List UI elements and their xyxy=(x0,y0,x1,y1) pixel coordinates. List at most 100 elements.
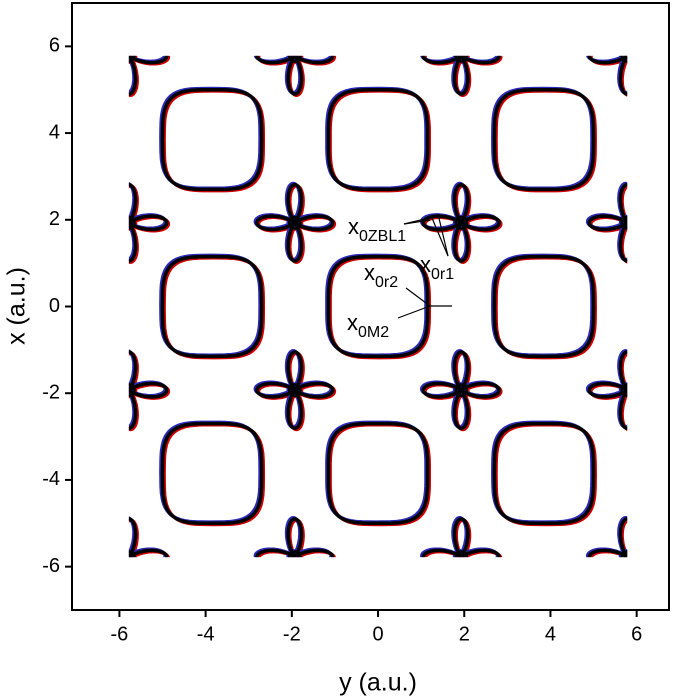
annotation: x0M2 xyxy=(347,310,389,341)
clover-contour xyxy=(587,517,628,558)
clover-core xyxy=(287,55,302,63)
annotation-text: x xyxy=(364,260,375,285)
clover-contour xyxy=(128,182,169,263)
clover-contour xyxy=(128,55,169,96)
square-contour xyxy=(326,254,430,359)
square-contour xyxy=(325,86,428,190)
clover-core xyxy=(620,383,628,398)
annotation-subscript: 0r1 xyxy=(431,266,454,283)
square-contour xyxy=(160,421,264,526)
square-contour xyxy=(160,254,264,359)
clover-contour xyxy=(256,518,336,558)
clover-core xyxy=(128,383,136,398)
clover-core xyxy=(287,215,302,230)
clover-contour xyxy=(589,184,628,264)
clover-core xyxy=(128,550,136,558)
clover-contour xyxy=(255,517,335,558)
leader-line xyxy=(405,287,431,307)
clover-core xyxy=(128,215,136,230)
square-contour xyxy=(162,89,266,193)
x-tick-label: 6 xyxy=(631,623,642,645)
annotation-subscript: 0ZBL1 xyxy=(359,228,406,245)
clover-contour xyxy=(128,349,167,429)
square-contour xyxy=(326,421,430,526)
annotation: x0r2 xyxy=(364,260,398,291)
square-contour xyxy=(159,420,262,524)
y-tick-label: 0 xyxy=(49,295,60,317)
annotation: x0r1 xyxy=(420,252,454,283)
square-contour xyxy=(491,253,594,357)
y-tick-label: -6 xyxy=(42,555,60,577)
x-tick-label: 0 xyxy=(372,623,383,645)
annotation-subscript: 0r2 xyxy=(375,274,398,291)
square-contour xyxy=(162,423,266,527)
square-contour xyxy=(160,87,264,192)
square-contour xyxy=(325,420,428,524)
clover-contour xyxy=(587,350,628,431)
leader-line xyxy=(397,305,431,319)
square-contour xyxy=(159,86,262,190)
annotation-text: x xyxy=(348,214,359,239)
x-tick-label: 2 xyxy=(459,623,470,645)
clover-contour xyxy=(423,518,503,558)
clover-contour xyxy=(255,55,335,96)
clover-contour xyxy=(586,55,628,95)
clover-core xyxy=(620,215,628,230)
square-contour xyxy=(492,87,596,192)
square-contour xyxy=(494,256,597,360)
clover-contour xyxy=(589,351,628,431)
y-tick-label: -4 xyxy=(42,468,60,490)
clover-core xyxy=(618,549,628,558)
clover-contour xyxy=(128,517,169,558)
x-tick-label: 4 xyxy=(545,623,556,645)
square-contour xyxy=(159,253,262,357)
clover-contour xyxy=(585,349,628,429)
square-contour xyxy=(328,89,431,193)
clover-contour xyxy=(421,55,501,96)
clover-contour xyxy=(128,516,167,558)
x-tick-label: -4 xyxy=(197,623,215,645)
clover-contour xyxy=(128,182,167,262)
square-contour xyxy=(492,421,596,526)
square-contour xyxy=(491,420,594,524)
clover-contour xyxy=(253,55,333,95)
clover-contour xyxy=(587,55,628,96)
y-axis-label: x (a.u.) xyxy=(3,267,31,345)
clover-contour xyxy=(421,350,501,431)
annotation-text: x xyxy=(420,252,431,277)
clover-core xyxy=(454,550,469,558)
clover-core xyxy=(454,215,469,230)
clover-core xyxy=(454,383,469,398)
x-tick-label: -2 xyxy=(283,623,301,645)
clover-contour xyxy=(589,55,628,97)
square-contour xyxy=(326,87,430,192)
leader-line xyxy=(403,219,431,225)
x-tick-label: -6 xyxy=(111,623,129,645)
y-tick-label: -2 xyxy=(42,381,60,403)
clover-contour xyxy=(255,350,335,431)
clover-contour xyxy=(587,182,628,263)
clover-contour xyxy=(589,518,628,558)
square-contour xyxy=(494,89,597,193)
clover-contour xyxy=(420,55,500,95)
square-contour xyxy=(494,423,597,527)
clover-contour xyxy=(421,517,501,558)
square-contour xyxy=(328,423,431,527)
clover-contour xyxy=(128,518,170,558)
leader-line xyxy=(437,213,449,257)
clover-core xyxy=(454,55,469,63)
x-axis-label: y (a.u.) xyxy=(339,669,417,697)
square-contour xyxy=(162,256,266,360)
annotation: x0ZBL1 xyxy=(348,214,406,245)
y-tick-label: 6 xyxy=(49,35,60,57)
clover-core xyxy=(287,550,302,558)
clover-contour xyxy=(128,350,169,431)
clover-core xyxy=(287,383,302,398)
annotation-text: x xyxy=(347,310,358,335)
clover-contour xyxy=(255,182,335,263)
leader-line xyxy=(431,217,449,257)
y-tick-label: 2 xyxy=(49,208,60,230)
clover-contour xyxy=(253,516,333,558)
annotation-subscript: 0M2 xyxy=(358,324,389,341)
